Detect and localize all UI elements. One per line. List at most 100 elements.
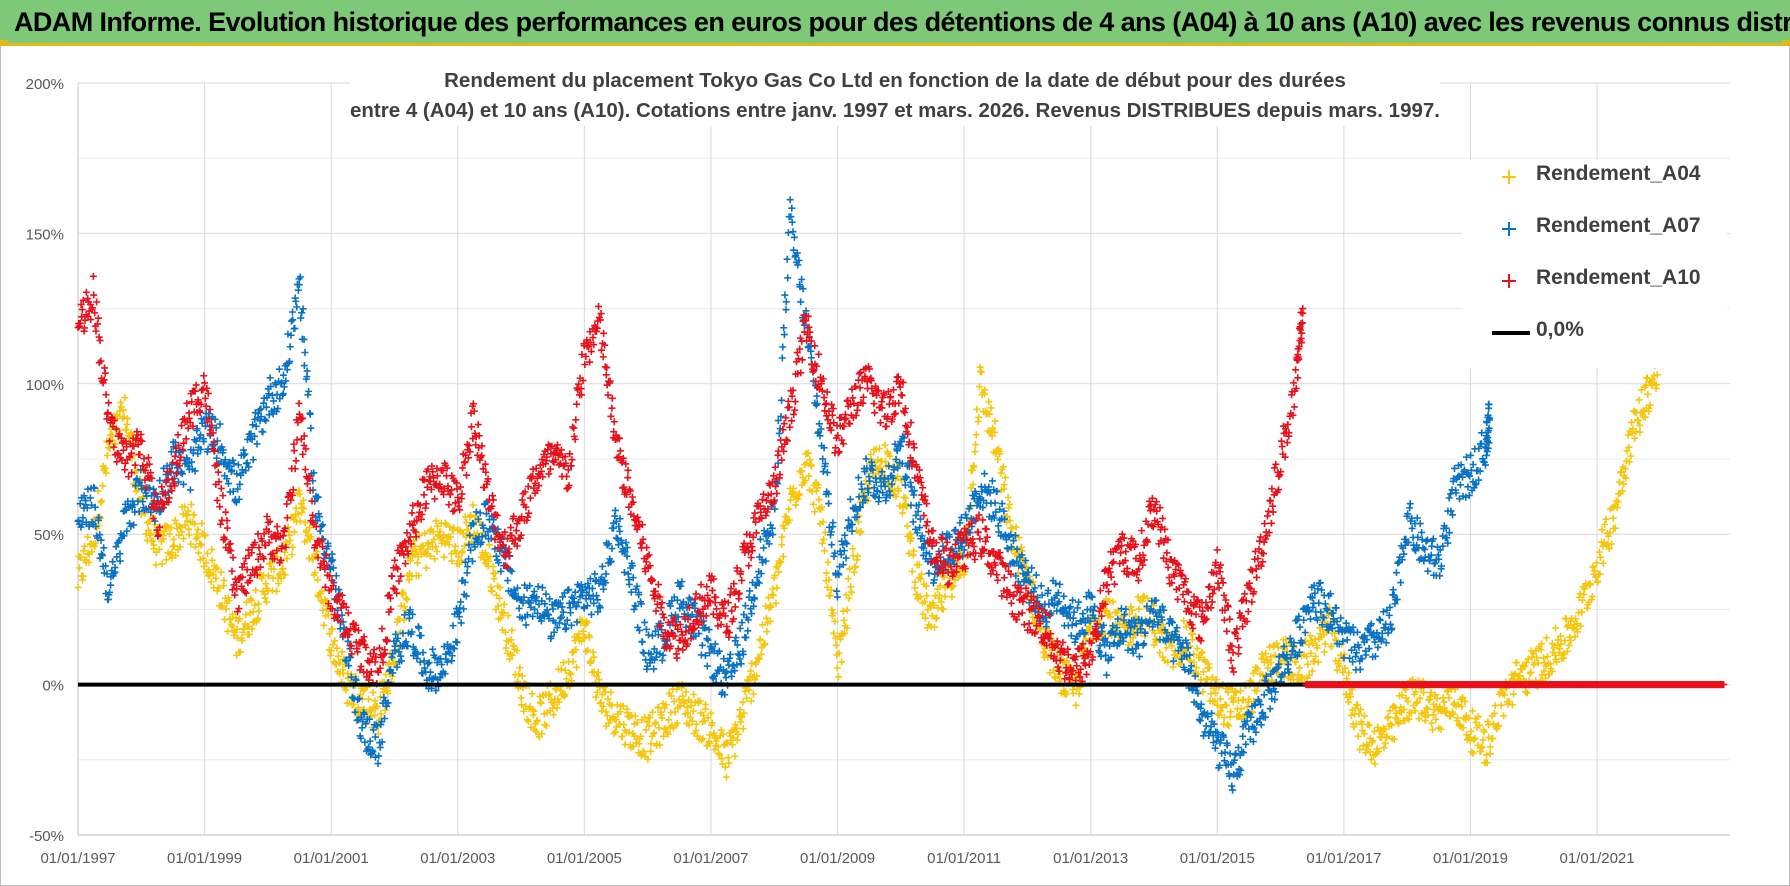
- data-point: [1485, 400, 1493, 408]
- data-point: [251, 601, 259, 609]
- data-point: [550, 711, 558, 719]
- data-point: [807, 462, 815, 470]
- data-point: [714, 743, 722, 751]
- data-point: [220, 577, 228, 585]
- data-point: [116, 407, 124, 415]
- data-point: [1056, 580, 1064, 588]
- data-point: [763, 628, 771, 636]
- data-point: [930, 601, 938, 609]
- data-point: [675, 696, 683, 704]
- data-point: [996, 447, 1004, 455]
- data-point: [489, 496, 497, 504]
- data-point: [81, 542, 89, 550]
- data-point: [991, 417, 999, 425]
- data-point: [373, 702, 381, 710]
- data-point: [755, 655, 763, 663]
- data-point: [389, 584, 397, 592]
- data-point: [155, 545, 163, 553]
- data-point: [270, 397, 278, 405]
- scatter-chart: 200%150%100%50%0%-50%01/01/1997 01/01/199…: [26, 76, 1730, 867]
- data-point: [1135, 605, 1143, 613]
- data-point: [216, 420, 224, 428]
- data-point: [299, 496, 307, 504]
- data-point: [778, 533, 786, 541]
- data-point: [1424, 567, 1432, 575]
- data-point: [414, 559, 422, 567]
- data-point: [1522, 688, 1530, 696]
- data-point: [450, 524, 458, 532]
- data-point: [1162, 644, 1170, 652]
- data-point: [528, 690, 536, 698]
- data-point: [436, 527, 444, 535]
- data-point: [178, 422, 186, 430]
- data-point: [187, 540, 195, 548]
- data-point: [217, 484, 225, 492]
- data-point: [194, 533, 202, 541]
- data-point: [484, 557, 492, 565]
- data-point: [1381, 739, 1389, 747]
- data-point: [619, 702, 627, 710]
- data-point: [1589, 562, 1597, 570]
- data-point: [300, 505, 308, 513]
- data-point: [739, 698, 747, 706]
- data-point: [894, 487, 902, 495]
- data-point: [1006, 517, 1014, 525]
- data-point: [778, 396, 786, 404]
- data-point: [922, 582, 930, 590]
- data-point: [594, 596, 602, 604]
- data-point: [202, 559, 210, 567]
- data-point: [212, 574, 220, 582]
- data-point: [811, 508, 819, 516]
- data-point: [415, 572, 423, 580]
- data-point: [1135, 653, 1143, 661]
- data-point: [839, 607, 847, 615]
- data-point: [603, 364, 611, 372]
- data-point: [171, 516, 179, 524]
- data-point: [533, 716, 541, 724]
- data-point: [807, 354, 815, 362]
- data-point: [297, 500, 305, 508]
- data-point: [184, 507, 192, 515]
- data-point: [833, 664, 841, 672]
- data-point: [607, 412, 615, 420]
- data-point: [270, 565, 278, 573]
- data-point: [158, 483, 166, 491]
- data-point: [324, 611, 332, 619]
- data-point: [740, 709, 748, 717]
- data-point: [584, 646, 592, 654]
- data-point: [262, 598, 270, 606]
- data-point: [102, 391, 110, 399]
- data-point: [892, 492, 900, 500]
- data-point: [1362, 651, 1370, 659]
- data-point: [818, 503, 826, 511]
- data-point: [228, 567, 236, 575]
- data-point: [988, 477, 996, 485]
- data-point: [573, 663, 581, 671]
- data-point: [423, 550, 431, 558]
- data-point: [488, 587, 496, 595]
- data-point: [1419, 544, 1427, 552]
- data-point: [384, 689, 392, 697]
- data-point: [84, 533, 92, 541]
- data-point: [97, 498, 105, 506]
- data-point: [1128, 606, 1136, 614]
- data-point: [1527, 668, 1535, 676]
- data-point: [571, 588, 579, 596]
- data-point: [1449, 511, 1457, 519]
- data-point: [101, 369, 109, 377]
- data-point: [172, 552, 180, 560]
- data-point: [403, 596, 411, 604]
- data-point: [301, 519, 309, 527]
- data-point: [831, 617, 839, 625]
- data-point: [459, 547, 467, 555]
- data-point: [513, 647, 521, 655]
- data-point: [1428, 719, 1436, 727]
- data-point: [1037, 582, 1045, 590]
- data-point: [449, 507, 457, 515]
- data-point: [725, 759, 733, 767]
- data-point: [790, 233, 798, 241]
- data-point: [185, 531, 193, 539]
- data-point: [747, 667, 755, 675]
- data-point: [144, 454, 152, 462]
- data-point: [174, 431, 182, 439]
